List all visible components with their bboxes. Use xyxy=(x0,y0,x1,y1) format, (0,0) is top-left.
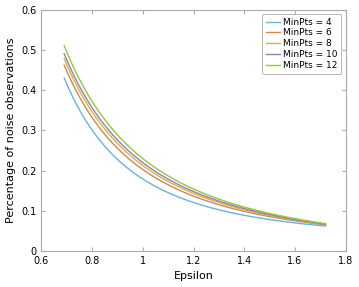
MinPts = 12 xyxy=(217,197,221,201)
MinPts = 8 xyxy=(217,201,221,204)
MinPts = 6 xyxy=(63,65,67,69)
MinPts = 4 xyxy=(218,208,222,212)
MinPts = 12 xyxy=(63,46,67,50)
MinPts = 12 xyxy=(323,222,328,225)
MinPts = 10 xyxy=(323,222,328,226)
X-axis label: Epsilon: Epsilon xyxy=(174,272,214,282)
MinPts = 4 xyxy=(62,76,66,80)
MinPts = 10 xyxy=(222,201,226,205)
MinPts = 8 xyxy=(62,57,66,60)
MinPts = 4 xyxy=(222,209,226,213)
MinPts = 10 xyxy=(218,200,222,203)
MinPts = 6 xyxy=(218,203,222,207)
MinPts = 8 xyxy=(63,59,67,63)
MinPts = 6 xyxy=(222,205,226,208)
MinPts = 12 xyxy=(218,198,222,201)
MinPts = 4 xyxy=(323,224,328,228)
Line: MinPts = 8: MinPts = 8 xyxy=(64,59,326,224)
MinPts = 4 xyxy=(63,78,67,82)
MinPts = 12 xyxy=(282,215,286,218)
Y-axis label: Percentage of noise observations: Percentage of noise observations xyxy=(5,38,15,223)
Line: MinPts = 4: MinPts = 4 xyxy=(64,78,326,226)
Line: MinPts = 10: MinPts = 10 xyxy=(64,54,326,224)
MinPts = 6 xyxy=(323,223,328,227)
MinPts = 4 xyxy=(217,208,221,212)
Legend: MinPts = 4, MinPts = 6, MinPts = 8, MinPts = 10, MinPts = 12: MinPts = 4, MinPts = 6, MinPts = 8, MinP… xyxy=(262,14,341,73)
MinPts = 12 xyxy=(62,44,66,47)
MinPts = 6 xyxy=(282,218,286,221)
MinPts = 10 xyxy=(63,54,67,58)
MinPts = 10 xyxy=(299,219,303,222)
MinPts = 4 xyxy=(282,220,286,223)
MinPts = 8 xyxy=(282,216,286,220)
MinPts = 6 xyxy=(62,63,66,67)
MinPts = 10 xyxy=(282,216,286,219)
MinPts = 8 xyxy=(222,203,226,206)
MinPts = 10 xyxy=(217,199,221,203)
MinPts = 12 xyxy=(299,218,303,222)
MinPts = 8 xyxy=(299,219,303,223)
Line: MinPts = 12: MinPts = 12 xyxy=(64,46,326,224)
MinPts = 10 xyxy=(62,52,66,56)
Line: MinPts = 6: MinPts = 6 xyxy=(64,65,326,225)
MinPts = 8 xyxy=(218,201,222,205)
MinPts = 6 xyxy=(217,203,221,206)
MinPts = 4 xyxy=(299,222,303,225)
MinPts = 6 xyxy=(299,220,303,223)
MinPts = 12 xyxy=(222,199,226,203)
MinPts = 8 xyxy=(323,223,328,226)
